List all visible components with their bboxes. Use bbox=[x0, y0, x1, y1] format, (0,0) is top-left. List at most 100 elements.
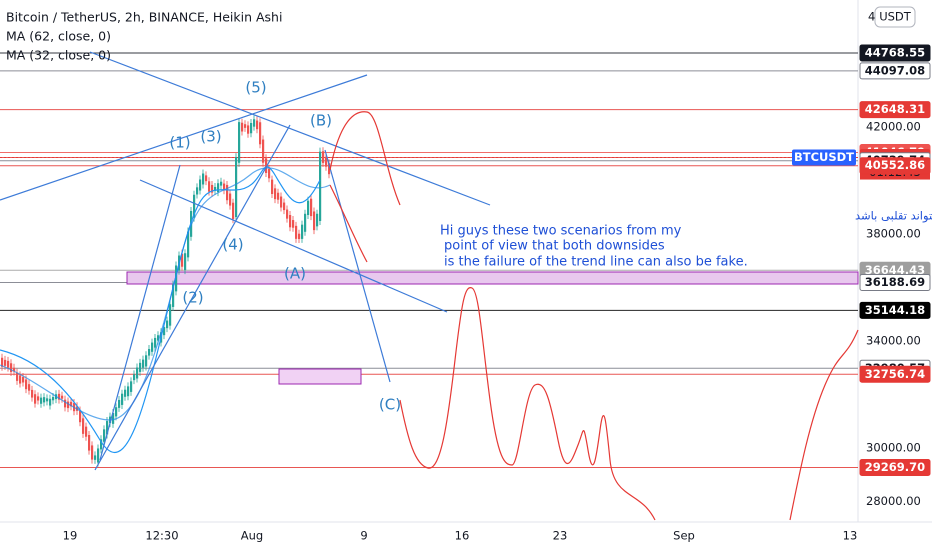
candle bbox=[133, 374, 136, 381]
candle bbox=[85, 426, 88, 437]
candle bbox=[88, 434, 91, 451]
candle bbox=[121, 393, 124, 405]
currency[interactable]: USDT bbox=[879, 10, 912, 24]
price-tick: 42000.00 bbox=[866, 120, 921, 134]
candle bbox=[277, 192, 280, 200]
wave-label: (4) bbox=[222, 236, 243, 254]
candle bbox=[286, 209, 289, 219]
candle bbox=[64, 399, 67, 408]
zone bbox=[278, 368, 362, 385]
candle bbox=[142, 359, 145, 368]
indicator: MA (32, close, 0) bbox=[6, 48, 111, 63]
candle bbox=[13, 367, 16, 372]
drawings bbox=[0, 51, 859, 521]
candle bbox=[118, 399, 121, 408]
candle bbox=[106, 421, 109, 435]
candle bbox=[289, 215, 292, 228]
trend-line bbox=[0, 74, 368, 201]
currency-button[interactable] bbox=[874, 6, 916, 28]
candle bbox=[127, 386, 130, 397]
candle bbox=[205, 175, 208, 182]
candle bbox=[268, 168, 271, 179]
candle bbox=[16, 372, 19, 381]
candle bbox=[82, 418, 85, 434]
wave-labels: (1) (2) (3) (4) (5) (A) (B) (C) bbox=[169, 79, 401, 414]
candle bbox=[22, 376, 25, 383]
trend-line bbox=[139, 179, 448, 313]
wave-label: (B) bbox=[310, 112, 332, 130]
candle bbox=[307, 200, 310, 216]
candle bbox=[148, 348, 151, 356]
candle bbox=[259, 122, 262, 145]
candle bbox=[241, 122, 244, 132]
candle bbox=[37, 396, 40, 401]
candle bbox=[283, 202, 286, 211]
candle bbox=[58, 393, 61, 400]
candle bbox=[220, 181, 223, 186]
candle bbox=[1, 357, 4, 367]
candle bbox=[319, 151, 322, 222]
indicator: MA (62, close, 0) bbox=[6, 29, 111, 44]
candle bbox=[43, 397, 46, 403]
candle bbox=[34, 394, 37, 404]
candle bbox=[91, 445, 94, 460]
candle bbox=[214, 186, 217, 191]
trend-line bbox=[94, 124, 291, 471]
symbol-tag: BTCUSDT bbox=[794, 150, 854, 164]
candle bbox=[235, 157, 238, 218]
candle bbox=[151, 342, 154, 352]
wave-label: (3) bbox=[200, 128, 221, 146]
candle bbox=[124, 389, 127, 397]
price-label: 35144.18 bbox=[865, 303, 925, 317]
price-tick: 34000.00 bbox=[866, 334, 921, 348]
price-label-box bbox=[859, 101, 931, 119]
trend-line bbox=[99, 164, 181, 461]
candle bbox=[112, 412, 115, 424]
candle bbox=[61, 395, 64, 399]
candle bbox=[103, 429, 106, 442]
candle bbox=[208, 181, 211, 192]
candle bbox=[157, 335, 160, 341]
candle bbox=[145, 355, 148, 367]
price-label: 40552.86 bbox=[865, 158, 925, 172]
candle bbox=[172, 284, 175, 307]
candle bbox=[7, 360, 10, 368]
candle bbox=[10, 363, 13, 373]
candle bbox=[304, 213, 307, 232]
annotation-line: is the failure of the trend line can als… bbox=[444, 255, 748, 270]
time-tick: 16 bbox=[455, 529, 470, 543]
candle bbox=[223, 183, 226, 191]
candle bbox=[274, 188, 277, 200]
candle bbox=[163, 327, 166, 336]
candle bbox=[67, 401, 70, 409]
wave-label: (C) bbox=[379, 396, 401, 414]
candle bbox=[238, 122, 241, 163]
wave-label: (A) bbox=[284, 265, 306, 283]
candle bbox=[232, 202, 235, 220]
price-label: 44768.55 bbox=[865, 45, 925, 59]
candle bbox=[4, 359, 7, 366]
wave-label: (2) bbox=[182, 289, 203, 307]
candle bbox=[226, 184, 229, 201]
candle bbox=[244, 124, 247, 128]
price-label: 36644.43 bbox=[865, 263, 925, 277]
candle bbox=[79, 410, 82, 423]
candle bbox=[166, 320, 169, 329]
price-label-box bbox=[859, 44, 931, 62]
time-tick: Aug bbox=[241, 529, 263, 543]
candle bbox=[97, 448, 100, 463]
zone bbox=[126, 271, 859, 285]
wave-label: (5) bbox=[245, 79, 266, 97]
candle bbox=[115, 407, 118, 417]
candle bbox=[25, 379, 28, 390]
candle bbox=[40, 397, 43, 404]
candle bbox=[70, 401, 73, 407]
candle bbox=[31, 389, 34, 398]
candle bbox=[193, 194, 196, 218]
candle bbox=[316, 213, 319, 227]
time-tick: 12:30 bbox=[145, 529, 178, 543]
trend-line bbox=[324, 149, 391, 383]
candle bbox=[154, 337, 157, 348]
candle bbox=[136, 367, 139, 379]
price-label: 29269.70 bbox=[865, 460, 925, 474]
